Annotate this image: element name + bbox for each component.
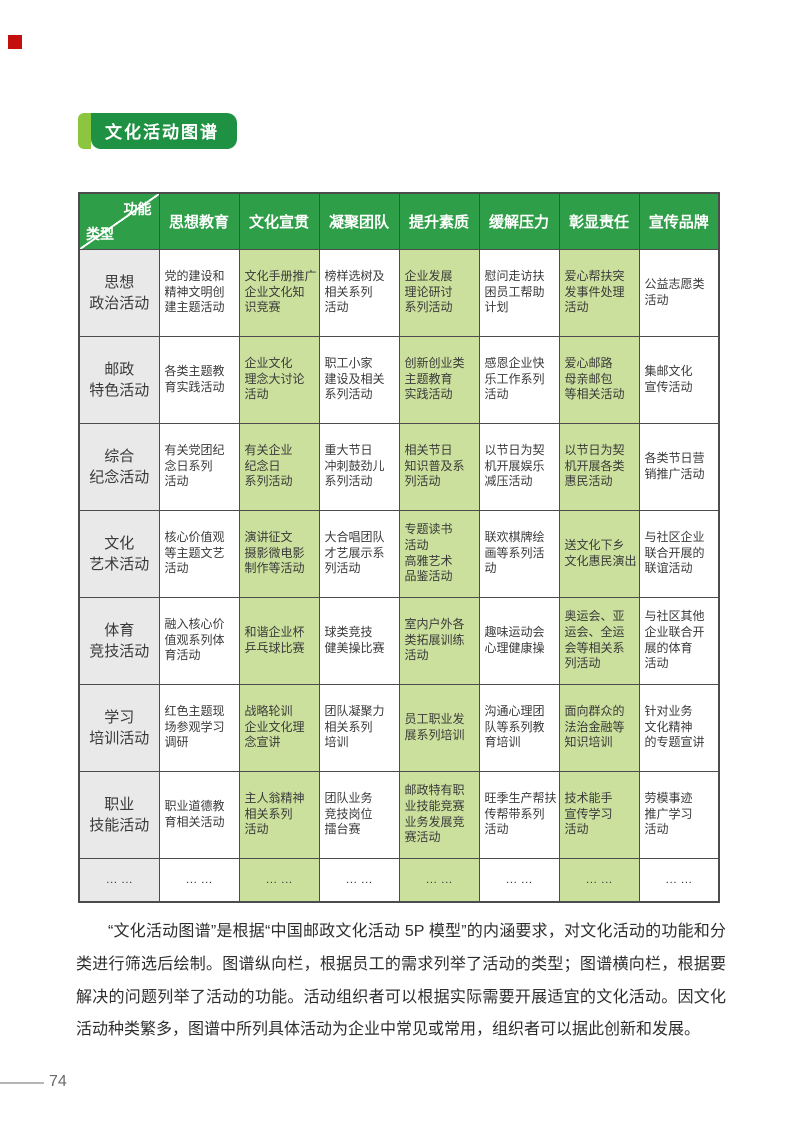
activity-cell: 劳模事迹 推广学习 活动 [638, 770, 720, 859]
activity-cell: 团队凝聚力 相关系列 培训 [318, 683, 400, 772]
activity-cell: 核心价值观 等主题文艺 活动 [158, 509, 240, 598]
activity-cell: 团队业务 竞技岗位 擂台赛 [318, 770, 400, 859]
activity-cell: 融入核心价 值观系列体 育活动 [158, 596, 240, 685]
activity-cell: … … [238, 857, 320, 903]
activity-cell: 相关节日 知识普及系 列活动 [398, 422, 480, 511]
table-row: 体育 竞技活动 融入核心价 值观系列体 育活动 和谐企业杯 乒乓球比赛 球类竞技… [78, 596, 720, 685]
activity-cell: 旺季生产帮扶 传帮带系列 活动 [478, 770, 560, 859]
activity-cell: 以节日为契 机开展各类 惠民活动 [558, 422, 640, 511]
row-type-header: 学习 培训活动 [78, 683, 160, 772]
activity-cell: 员工职业发 展系列培训 [398, 683, 480, 772]
page-title: 文化活动图谱 [91, 113, 237, 149]
activity-cell: 奥运会、亚 运会、全运 会等相关系 列活动 [558, 596, 640, 685]
activity-cell: 职业道德教 育相关活动 [158, 770, 240, 859]
activity-cell: 趣味运动会 心理健康操 [478, 596, 560, 685]
column-header: 宣传品牌 [638, 192, 720, 250]
activity-cell: 企业文化 理念大讨论 活动 [238, 335, 320, 424]
column-header: 凝聚团队 [318, 192, 400, 250]
activity-cell: 红色主题现 场参观学习 调研 [158, 683, 240, 772]
activity-cell: 球类竞技 健美操比赛 [318, 596, 400, 685]
activity-cell: 爱心邮路 母亲邮包 等相关活动 [558, 335, 640, 424]
activity-cell: 战略轮训 企业文化理 念宣讲 [238, 683, 320, 772]
activity-cell: 与社区企业 联合开展的 联谊活动 [638, 509, 720, 598]
activity-cell: 榜样选树及 相关系列 活动 [318, 248, 400, 337]
activity-cell: … … [158, 857, 240, 903]
activity-cell: 文化手册推广 企业文化知 识竞赛 [238, 248, 320, 337]
row-type-header: 体育 竞技活动 [78, 596, 160, 685]
corner-type-label: 类型 [86, 225, 114, 242]
activity-cell: … … [318, 857, 400, 903]
column-header: 彰显责任 [558, 192, 640, 250]
row-type-header: … … [78, 857, 160, 903]
row-type-header: 职业 技能活动 [78, 770, 160, 859]
activity-cell: 和谐企业杯 乒乓球比赛 [238, 596, 320, 685]
activity-cell: 与社区其他 企业联合开 展的体育 活动 [638, 596, 720, 685]
activity-cell: … … [638, 857, 720, 903]
footer-rule [0, 1082, 44, 1084]
activity-cell: 感恩企业快 乐工作系列 活动 [478, 335, 560, 424]
activity-cell: 有关企业 纪念日 系列活动 [238, 422, 320, 511]
activity-cell: 集邮文化 宣传活动 [638, 335, 720, 424]
activity-cell: 企业发展 理论研讨 系列活动 [398, 248, 480, 337]
activity-cell: 送文化下乡 文化惠民演出 [558, 509, 640, 598]
activity-cell: 慰问走访扶 困员工帮助 计划 [478, 248, 560, 337]
activity-cell: 主人翁精神 相关系列 活动 [238, 770, 320, 859]
activity-cell: … … [398, 857, 480, 903]
table-row: 邮政 特色活动 各类主题教 育实践活动 企业文化 理念大讨论 活动 职工小家 建… [78, 335, 720, 424]
column-header: 文化宣贯 [238, 192, 320, 250]
activity-cell: 针对业务 文化精神 的专题宣讲 [638, 683, 720, 772]
activity-cell: 联欢棋牌绘 画等系列活 动 [478, 509, 560, 598]
activity-cell: 邮政特有职 业技能竞赛 业务发展竞 赛活动 [398, 770, 480, 859]
activity-cell: 技术能手 宣传学习 活动 [558, 770, 640, 859]
activity-cell: 面向群众的 法治金融等 知识培训 [558, 683, 640, 772]
activity-cell: 重大节日 冲刺鼓劲儿 系列活动 [318, 422, 400, 511]
header-row: 功能 类型 思想教育 文化宣贯 凝聚团队 提升素质 缓解压力 彰显责任 宣传品牌 [78, 192, 720, 250]
activity-cell: 党的建设和 精神文明创 建主题活动 [158, 248, 240, 337]
corner-print-mark [8, 35, 22, 49]
badge-accent-bar [78, 113, 91, 149]
table-row: 职业 技能活动 职业道德教 育相关活动 主人翁精神 相关系列 活动 团队业务 竞… [78, 770, 720, 859]
row-type-header: 思想 政治活动 [78, 248, 160, 337]
activity-cell: 各类主题教 育实践活动 [158, 335, 240, 424]
activity-cell: 沟通心理团 队等系列教 育培训 [478, 683, 560, 772]
activity-cell: 各类节日营 销推广活动 [638, 422, 720, 511]
description-paragraph: “文化活动图谱”是根据“中国邮政文化活动 5P 模型”的内涵要求，对文化活动的功… [76, 923, 726, 1039]
row-type-header: 文化 艺术活动 [78, 509, 160, 598]
table-row: 文化 艺术活动 核心价值观 等主题文艺 活动 演讲征文 摄影微电影 制作等活动 … [78, 509, 720, 598]
page-number: 74 [49, 1073, 67, 1090]
column-header: 提升素质 [398, 192, 480, 250]
section-title-badge: 文化活动图谱 [78, 113, 237, 149]
activity-cell: 以节日为契 机开展娱乐 减压活动 [478, 422, 560, 511]
culture-activity-map-table: 功能 类型 思想教育 文化宣贯 凝聚团队 提升素质 缓解压力 彰显责任 宣传品牌… [78, 192, 720, 903]
activity-cell: 公益志愿类 活动 [638, 248, 720, 337]
activity-cell: … … [558, 857, 640, 903]
corner-function-label: 功能 [123, 201, 152, 217]
activity-cell: 创新创业类 主题教育 实践活动 [398, 335, 480, 424]
activity-cell: 专题读书 活动 高雅艺术 品鉴活动 [398, 509, 480, 598]
activity-cell: 爱心帮扶突 发事件处理 活动 [558, 248, 640, 337]
table-row-ellipsis: … … … … … … … … … … … … … … … … [78, 857, 720, 903]
table-row: 思想 政治活动 党的建设和 精神文明创 建主题活动 文化手册推广 企业文化知 识… [78, 248, 720, 337]
activity-cell: 演讲征文 摄影微电影 制作等活动 [238, 509, 320, 598]
corner-cell: 功能 类型 [78, 192, 160, 250]
activity-cell: … … [478, 857, 560, 903]
row-type-header: 邮政 特色活动 [78, 335, 160, 424]
activity-cell: 大合唱团队 才艺展示系 列活动 [318, 509, 400, 598]
column-header: 思想教育 [158, 192, 240, 250]
table-row: 综合 纪念活动 有关党团纪 念日系列 活动 有关企业 纪念日 系列活动 重大节日… [78, 422, 720, 511]
row-type-header: 综合 纪念活动 [78, 422, 160, 511]
activity-cell: 有关党团纪 念日系列 活动 [158, 422, 240, 511]
activity-cell: 室内户外各 类拓展训练 活动 [398, 596, 480, 685]
activity-cell: 职工小家 建设及相关 系列活动 [318, 335, 400, 424]
table-row: 学习 培训活动 红色主题现 场参观学习 调研 战略轮训 企业文化理 念宣讲 团队… [78, 683, 720, 772]
column-header: 缓解压力 [478, 192, 560, 250]
